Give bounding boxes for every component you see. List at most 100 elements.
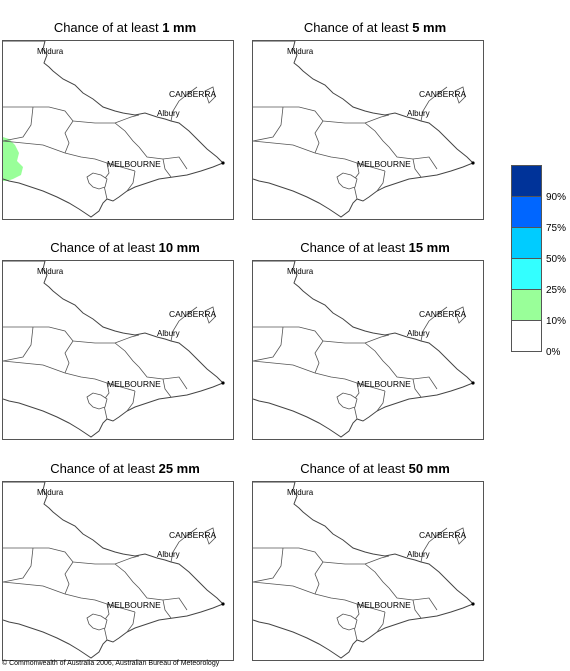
place-label-canberra: CANBERRA: [419, 89, 467, 99]
nsw-coast-line: [170, 527, 198, 563]
district-boundary: [364, 334, 390, 344]
port-phillip-bay: [336, 172, 358, 190]
act-boundary: [454, 527, 466, 545]
district-boundary: [314, 372, 386, 392]
district-boundary: [64, 372, 136, 392]
district-boundary: [162, 158, 172, 178]
nsw-coast-line: [420, 527, 448, 563]
district-boundary: [114, 114, 140, 124]
district-boundary: [412, 599, 422, 619]
place-label-melbourne: MELBOURNE: [357, 379, 411, 389]
nsw-coast-line: [420, 86, 448, 122]
district-boundary: [253, 326, 284, 362]
district-boundary: [352, 603, 360, 641]
district-boundary: [102, 162, 110, 200]
coastline-outline: [253, 41, 474, 218]
district-boundary: [322, 561, 390, 589]
act-boundary: [204, 527, 216, 545]
legend-tick-90: 90%: [546, 192, 567, 203]
district-boundary: [162, 599, 172, 619]
port-phillip-bay: [336, 392, 358, 410]
district-boundary: [364, 555, 390, 565]
gabo-point-marker: [221, 602, 225, 606]
coastline-outline: [3, 261, 224, 438]
panel-title-15mm: Chance of at least 15 mm: [300, 240, 450, 255]
coastline-outline: [3, 41, 224, 218]
district-boundary: [3, 106, 74, 154]
district-boundary: [364, 114, 390, 124]
district-boundary: [376, 390, 386, 412]
place-label-melbourne: MELBOURNE: [357, 600, 411, 610]
district-boundary: [126, 170, 136, 192]
gabo-point-marker: [471, 161, 475, 165]
place-label-melbourne: MELBOURNE: [107, 159, 161, 169]
legend-tick-50: 50%: [546, 254, 567, 265]
place-label-albury: Albury: [157, 109, 180, 118]
panel-title-50mm: Chance of at least 50 mm: [300, 461, 450, 476]
victoria-base-map: [3, 41, 225, 218]
district-boundary: [72, 340, 140, 368]
district-boundary: [412, 158, 422, 178]
legend-swatch-75: [511, 196, 542, 228]
place-label-albury: Albury: [157, 329, 180, 338]
map-50mm: Mildura CANBERRA Albury MELBOURNE: [252, 481, 484, 661]
district-boundary: [314, 152, 386, 172]
coastline-outline: [253, 482, 474, 659]
legend-tick-10: 10%: [546, 316, 567, 327]
legend-swatch-0: [511, 320, 542, 352]
district-boundary: [64, 593, 136, 613]
nsw-coast-line: [170, 306, 198, 342]
district-boundary: [126, 390, 136, 412]
district-boundary: [253, 547, 284, 583]
district-boundary: [3, 140, 66, 154]
place-label-albury: Albury: [407, 329, 430, 338]
district-boundary: [64, 152, 136, 172]
district-boundary: [253, 360, 316, 374]
district-boundary: [352, 162, 360, 200]
port-phillip-bay: [86, 613, 108, 631]
district-boundary: [376, 170, 386, 192]
place-label-canberra: CANBERRA: [169, 530, 217, 540]
panel-title-5mm: Chance of at least 5 mm: [303, 20, 447, 35]
place-label-mildura: Mildura: [37, 267, 64, 276]
legend-swatch-50: [511, 227, 542, 259]
place-label-mildura: Mildura: [287, 488, 314, 497]
district-boundary: [253, 106, 284, 142]
act-boundary: [204, 86, 216, 104]
port-phillip-bay: [86, 392, 108, 410]
district-boundary: [376, 611, 386, 633]
district-boundary: [322, 340, 390, 368]
nsw-coast-line: [170, 86, 198, 122]
district-boundary: [3, 581, 66, 595]
gabo-point-marker: [471, 602, 475, 606]
map-25mm: Mildura CANBERRA Albury MELBOURNE: [2, 481, 234, 661]
place-label-melbourne: MELBOURNE: [107, 600, 161, 610]
act-boundary: [454, 86, 466, 104]
district-boundary: [253, 547, 324, 595]
port-phillip-bay: [336, 613, 358, 631]
place-label-canberra: CANBERRA: [169, 309, 217, 319]
coastline-outline: [3, 482, 224, 659]
panel-title-25mm: Chance of at least 25 mm: [50, 461, 200, 476]
district-boundary: [322, 120, 390, 148]
place-label-mildura: Mildura: [287, 267, 314, 276]
panel-title-10mm: Chance of at least 10 mm: [50, 240, 200, 255]
place-label-melbourne: MELBOURNE: [107, 379, 161, 389]
district-boundary: [3, 326, 34, 362]
map-5mm: Mildura CANBERRA Albury MELBOURNE: [252, 40, 484, 220]
victoria-base-map: [3, 482, 225, 659]
district-boundary: [102, 603, 110, 641]
victoria-base-map: [3, 261, 225, 438]
victoria-base-map: [253, 261, 475, 438]
place-label-mildura: Mildura: [37, 47, 64, 56]
victoria-base-map: [253, 482, 475, 659]
district-boundary: [114, 334, 140, 344]
district-boundary: [72, 561, 140, 589]
gabo-point-marker: [221, 381, 225, 385]
district-boundary: [412, 378, 422, 398]
coastline-outline: [253, 261, 474, 438]
legend-tick-25: 25%: [546, 285, 567, 296]
place-label-canberra: CANBERRA: [169, 89, 217, 99]
gabo-point-marker: [221, 161, 225, 165]
district-boundary: [253, 140, 316, 154]
